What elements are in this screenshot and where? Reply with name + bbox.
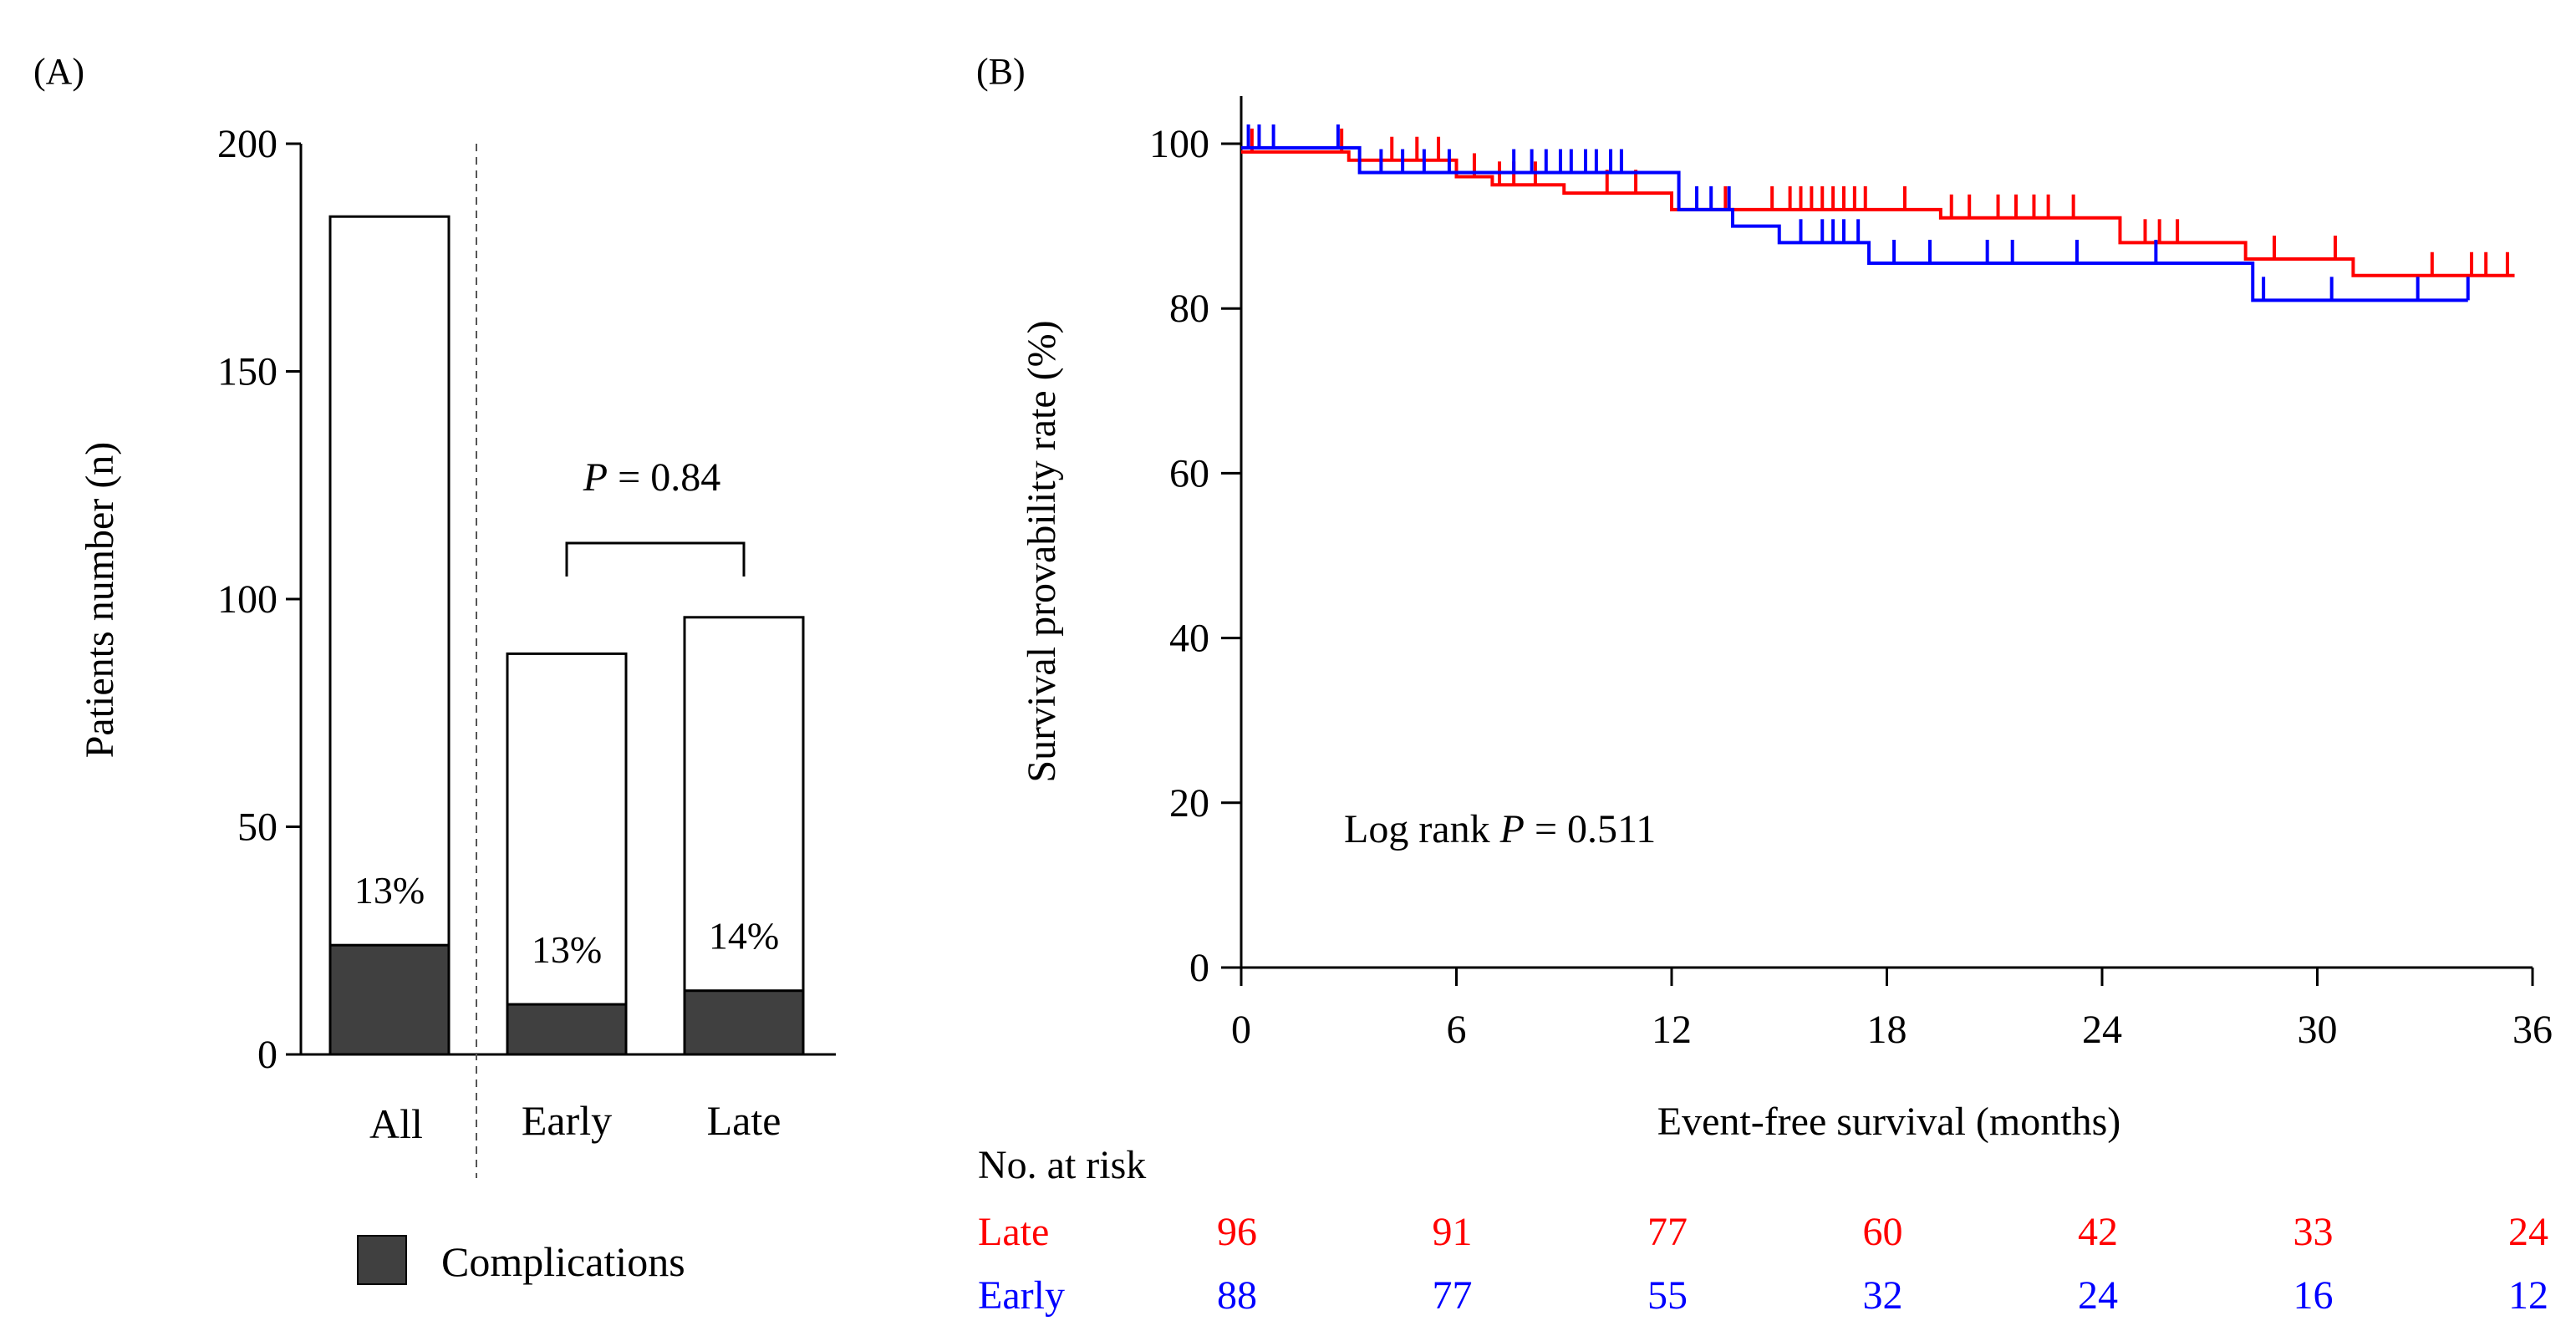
- panel-a-label: (A): [33, 51, 84, 92]
- percent-label: 13%: [532, 928, 602, 971]
- risk-value-late: 33: [2293, 1210, 2334, 1254]
- log-rank-p-letter: P: [1499, 807, 1525, 851]
- y-tick-label: 0: [257, 1033, 277, 1077]
- y-tick-label: 40: [1169, 617, 1209, 661]
- p-value-comparison: P = 0.84: [565, 455, 746, 577]
- y-tick-label: 100: [217, 577, 277, 622]
- bar-total-early: [506, 652, 628, 1056]
- risk-value-early: 24: [2078, 1273, 2118, 1318]
- y-tick-label: 20: [1169, 781, 1209, 825]
- y-tick-label: 50: [237, 805, 277, 850]
- bar-complications-late: [683, 989, 805, 1056]
- legend-swatch-complications: [357, 1235, 407, 1285]
- risk-value-early: 77: [1433, 1273, 1473, 1318]
- panel-b: (B) Survival provability rate (%) Event-…: [976, 51, 2553, 1318]
- percent-label: 13%: [354, 869, 425, 912]
- log-rank-p-text: = 0.511: [1525, 807, 1656, 851]
- comparison-bracket: [565, 541, 746, 577]
- x-tick-label: 36: [2512, 1008, 2553, 1052]
- risk-value-late: 91: [1433, 1210, 1473, 1254]
- panel-a-y-axis-label: Patients number (n): [78, 442, 122, 759]
- km-curve-early: [1241, 145, 2468, 302]
- risk-value-early: 16: [2293, 1273, 2334, 1318]
- x-tick-label: 12: [1652, 1008, 1692, 1052]
- bar-complications-early: [506, 1003, 628, 1056]
- km-curve-late: [1241, 150, 2515, 277]
- log-rank-annotation: Log rank P = 0.511: [1344, 807, 1656, 851]
- bar-total-late: [683, 616, 805, 1056]
- y-tick-label: 150: [217, 350, 277, 394]
- panel-b-curves: [1241, 124, 2515, 302]
- panel-b-label: (B): [976, 51, 1026, 92]
- p-value-label: P = 0.84: [583, 455, 720, 500]
- y-tick-label: 200: [217, 122, 277, 166]
- panel-b-y-axis-label: Survival provability rate (%): [1020, 320, 1064, 782]
- x-tick-label-all: All: [369, 1100, 423, 1147]
- bar-complications-all: [328, 943, 451, 1056]
- p-value-letter: P: [583, 455, 608, 500]
- y-tick-label: 100: [1149, 122, 1209, 166]
- bar-total-all: [328, 215, 451, 1056]
- risk-table-title: No. at risk: [978, 1143, 1146, 1187]
- x-tick-label-late: Late: [707, 1097, 781, 1144]
- percent-label: 14%: [709, 915, 779, 958]
- risk-value-late: 77: [1647, 1210, 1688, 1254]
- log-rank-prefix: Log rank: [1344, 807, 1500, 851]
- p-value-text: = 0.84: [608, 455, 720, 500]
- risk-value-early: 55: [1647, 1273, 1688, 1318]
- risk-value-late: 60: [1863, 1210, 1903, 1254]
- risk-value-late: 24: [2508, 1210, 2548, 1254]
- panel-a: (A) Patients number (n) 0 50 100 150 200 13%…: [33, 51, 836, 1285]
- risk-row-label-early: Early: [978, 1273, 1065, 1318]
- panel-b-x-axis-label: Event-free survival (months): [1657, 1100, 2120, 1144]
- risk-value-early: 12: [2508, 1273, 2548, 1318]
- panel-a-axes: 0 50 100 150 200: [217, 122, 836, 1178]
- risk-table: No. at risk Late 96 91 77 60 42 33 24 Early 88 77 5…: [978, 1143, 2548, 1318]
- risk-value-early: 32: [1863, 1273, 1903, 1318]
- panel-a-bars: [328, 215, 805, 1056]
- x-tick-label: 6: [1447, 1008, 1467, 1052]
- risk-value-late: 42: [2078, 1210, 2118, 1254]
- risk-value-early: 88: [1217, 1273, 1257, 1318]
- x-tick-label-early: Early: [522, 1097, 612, 1144]
- legend: Complications: [357, 1235, 685, 1285]
- panel-b-axes: 0 20 40 60 80 100 0 6 12 18 24 30 36: [1149, 96, 2553, 1052]
- x-tick-label: 24: [2082, 1008, 2122, 1052]
- y-tick-label: 60: [1169, 451, 1209, 495]
- x-tick-label: 30: [2298, 1008, 2338, 1052]
- risk-value-late: 96: [1217, 1210, 1257, 1254]
- x-tick-label: 0: [1231, 1008, 1251, 1052]
- x-tick-label: 18: [1867, 1008, 1907, 1052]
- y-tick-label: 0: [1189, 946, 1209, 990]
- legend-label-complications: Complications: [441, 1238, 685, 1285]
- risk-row-label-late: Late: [978, 1210, 1049, 1254]
- panel-a-labels: 13% All 13% Early 14% Late: [354, 869, 781, 1147]
- y-tick-label: 80: [1169, 287, 1209, 331]
